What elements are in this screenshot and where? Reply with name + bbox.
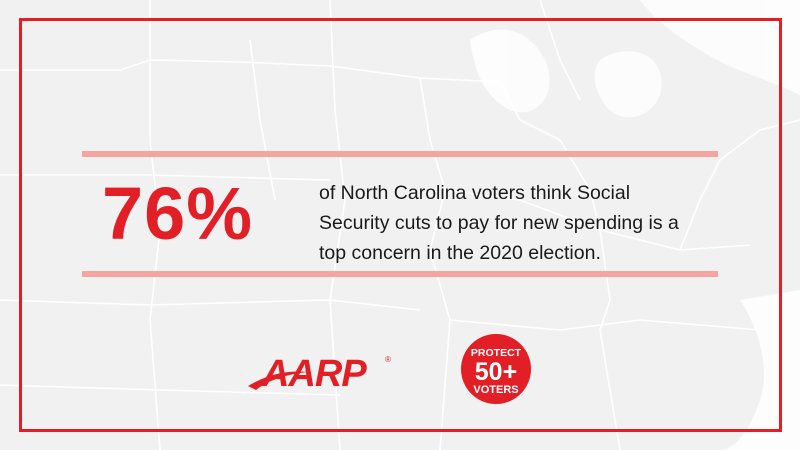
statistic-caption: of North Carolina voters think Social Se… <box>319 178 709 268</box>
aarp-wordmark: AARP <box>261 353 367 392</box>
aarp-logo: AARP ® <box>248 353 391 392</box>
caption-line: top concern in the 2020 election. <box>319 242 601 264</box>
top-divider-rule <box>82 151 718 157</box>
badge-fifty-plus-text: 50+ <box>475 358 517 386</box>
badge-protect-text: PROTECT <box>471 347 522 359</box>
headline-statistic: 76% <box>102 172 254 255</box>
red-border-frame <box>19 18 782 432</box>
caption-line: Security cuts to pay for new spending is… <box>319 212 679 234</box>
protect-voters-badge: PROTECT 50+ VOTERS <box>461 334 531 404</box>
bottom-divider-rule <box>82 271 718 277</box>
registered-mark: ® <box>385 355 391 364</box>
badge-voters-text: VOTERS <box>473 384 518 396</box>
caption-line: of North Carolina voters think Social <box>319 182 631 204</box>
